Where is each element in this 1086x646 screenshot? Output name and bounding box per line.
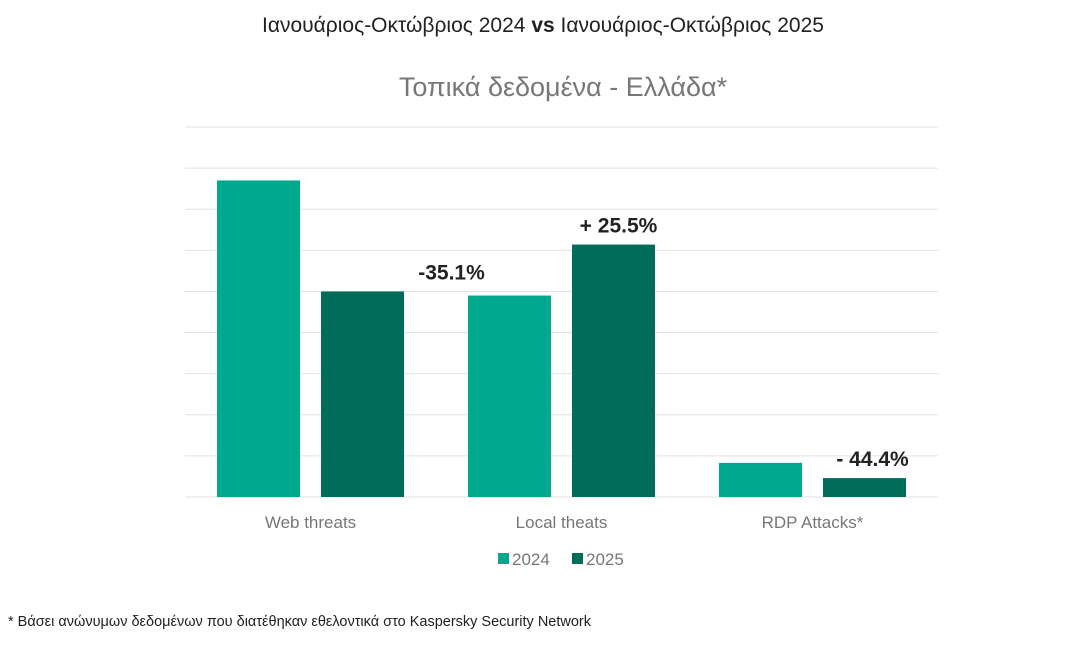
bar-2024-0: [217, 180, 300, 497]
bar-2025-1: [572, 244, 655, 497]
header-period-2: Ιανουάριος-Οκτώβριος 2025: [560, 14, 824, 37]
legend-swatch-2024: [498, 553, 509, 564]
header-vs: vs: [531, 14, 555, 37]
legend-label: 2025: [586, 550, 624, 569]
legend-swatch-2025: [572, 553, 583, 564]
x-tick-label: RDP Attacks*: [762, 513, 864, 532]
change-annotation: + 25.5%: [580, 215, 658, 238]
footnote: * Βάσει ανώνυμων δεδομένων που διατέθηκα…: [8, 614, 592, 630]
bar-2024-1: [468, 295, 551, 497]
change-annotation: - 44.4%: [836, 448, 909, 471]
legend-label: 2024: [512, 550, 550, 569]
chart-title: Τοπικά δεδομένα - Ελλάδα*: [398, 72, 728, 102]
header-period-1: Ιανουάριος-Οκτώβριος 2024: [262, 14, 526, 37]
x-tick-label: Local theats: [516, 513, 608, 532]
change-annotation: -35.1%: [418, 261, 485, 284]
bar-2025-0: [321, 291, 404, 497]
bar-2025-2: [823, 478, 906, 497]
bar-2024-2: [719, 462, 802, 497]
x-tick-label: Web threats: [265, 513, 356, 532]
chart-header: Ιανουάριος-Οκτώβριος 2024 vs Ιανουάριος-…: [0, 14, 1086, 38]
